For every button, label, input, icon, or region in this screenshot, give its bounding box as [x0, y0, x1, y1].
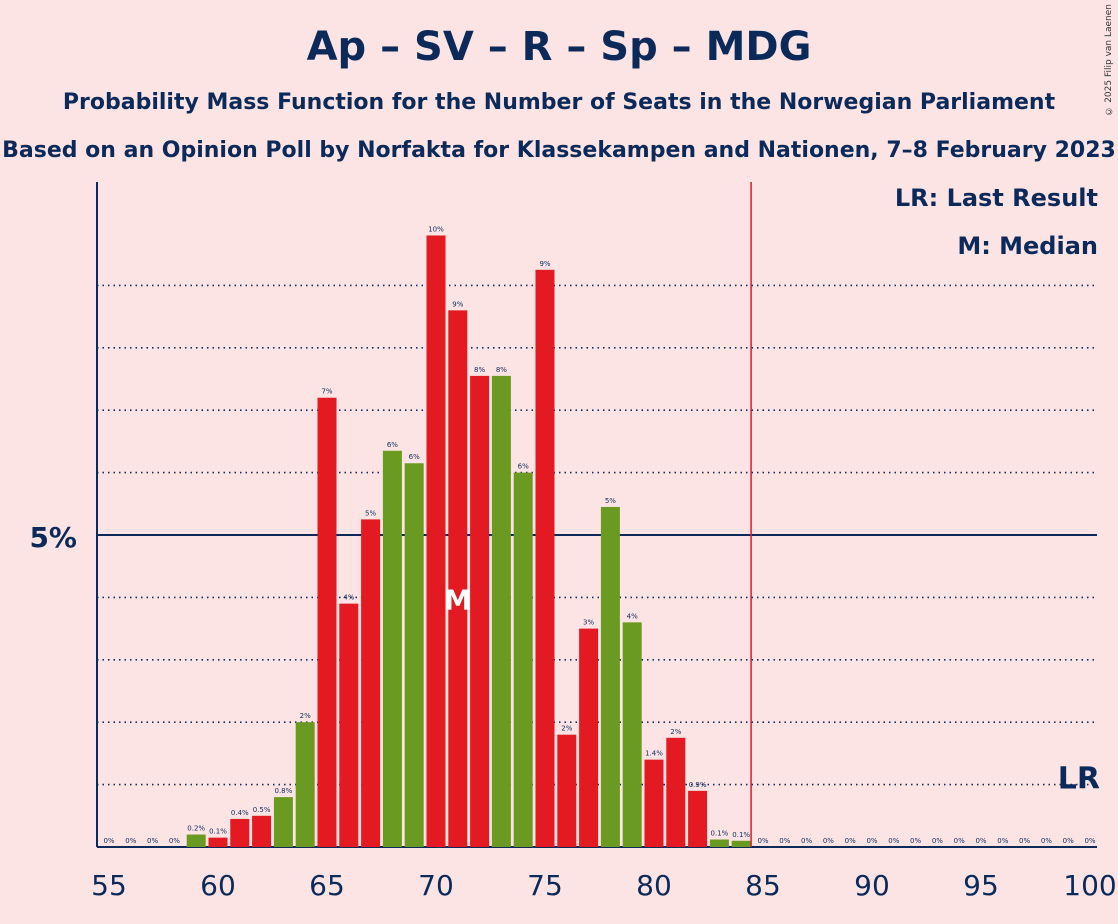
- value-label-56: 0%: [125, 837, 136, 845]
- bar-63: [273, 797, 293, 847]
- value-label-73: 8%: [496, 366, 507, 374]
- value-label-61: 0.4%: [231, 809, 249, 817]
- value-label-66: 4%: [343, 594, 354, 602]
- bar-73: [491, 375, 511, 847]
- bar-68: [382, 450, 402, 847]
- bar-61: [230, 818, 250, 847]
- chart-title: Ap – SV – R – Sp – MDG: [306, 24, 812, 70]
- bar-62: [252, 815, 272, 847]
- value-label-65: 7%: [321, 388, 332, 396]
- value-label-57: 0%: [147, 837, 158, 845]
- bar-81: [666, 737, 686, 847]
- legend-median: M: Median: [957, 232, 1098, 260]
- bar-79: [622, 622, 642, 847]
- value-label-77: 3%: [583, 619, 594, 627]
- x-tick-label-75: 75: [527, 869, 563, 902]
- value-label-100: 0%: [1084, 837, 1095, 845]
- value-label-91: 0%: [888, 837, 899, 845]
- bar-74: [513, 472, 533, 847]
- y-tick-label-5pct: 5%: [29, 521, 77, 554]
- value-label-69: 6%: [409, 453, 420, 461]
- value-label-78: 5%: [605, 497, 616, 505]
- last-result-marker: LR: [1058, 762, 1100, 797]
- value-label-83: 0.1%: [711, 830, 729, 838]
- value-label-86: 0%: [779, 837, 790, 845]
- x-tick-label-85: 85: [745, 869, 781, 902]
- chart-subtitle-poll: Based on an Opinion Poll by Norfakta for…: [2, 138, 1116, 163]
- x-tick-label-100: 100: [1063, 869, 1116, 902]
- value-label-80: 1.4%: [645, 750, 663, 758]
- bar-69: [404, 463, 424, 847]
- value-label-87: 0%: [801, 837, 812, 845]
- value-label-60: 0.1%: [209, 828, 227, 836]
- value-label-58: 0%: [169, 837, 180, 845]
- bar-77: [579, 628, 599, 847]
- chart-subtitle: Probability Mass Function for the Number…: [62, 90, 1056, 115]
- bar-72: [470, 375, 490, 847]
- value-label-67: 5%: [365, 509, 376, 517]
- x-tick-label-70: 70: [418, 869, 454, 902]
- bar-80: [644, 759, 664, 847]
- bar-64: [295, 722, 315, 847]
- value-label-55: 0%: [103, 837, 114, 845]
- bar-78: [600, 506, 620, 847]
- value-label-84: 0.1%: [732, 831, 750, 839]
- bar-84: [731, 840, 751, 847]
- value-label-98: 0%: [1041, 837, 1052, 845]
- value-label-62: 0.5%: [253, 806, 271, 814]
- bar-59: [186, 834, 206, 847]
- bar-65: [317, 397, 337, 847]
- bar-76: [557, 734, 577, 847]
- legend-last-result: LR: Last Result: [894, 184, 1098, 212]
- value-label-94: 0%: [954, 837, 965, 845]
- value-label-70: 10%: [428, 225, 444, 233]
- value-label-59: 0.2%: [187, 825, 205, 833]
- value-label-76: 2%: [561, 725, 572, 733]
- value-label-82: 0.9%: [689, 781, 707, 789]
- value-label-68: 6%: [387, 441, 398, 449]
- value-label-74: 6%: [518, 463, 529, 471]
- value-label-72: 8%: [474, 366, 485, 374]
- x-tick-label-55: 55: [91, 869, 127, 902]
- x-tick-label-65: 65: [309, 869, 345, 902]
- bar-71: [448, 310, 468, 847]
- value-label-99: 0%: [1063, 837, 1074, 845]
- value-label-92: 0%: [910, 837, 921, 845]
- bar-75: [535, 269, 555, 847]
- value-label-79: 4%: [627, 612, 638, 620]
- value-label-96: 0%: [997, 837, 1008, 845]
- value-label-95: 0%: [975, 837, 986, 845]
- value-label-88: 0%: [823, 837, 834, 845]
- value-label-81: 2%: [670, 728, 681, 736]
- bar-70: [426, 235, 446, 848]
- value-label-75: 9%: [539, 260, 550, 268]
- value-label-64: 2%: [300, 712, 311, 720]
- bar-83: [709, 839, 729, 847]
- value-label-93: 0%: [932, 837, 943, 845]
- value-label-89: 0%: [845, 837, 856, 845]
- x-tick-label-60: 60: [200, 869, 236, 902]
- x-tick-label-95: 95: [963, 869, 999, 902]
- value-label-71: 9%: [452, 300, 463, 308]
- bar-60: [208, 837, 228, 847]
- x-tick-label-90: 90: [854, 869, 890, 902]
- value-label-85: 0%: [757, 837, 768, 845]
- value-label-63: 0.8%: [275, 787, 293, 795]
- bar-67: [361, 519, 381, 847]
- value-label-90: 0%: [866, 837, 877, 845]
- median-marker: M: [444, 583, 472, 616]
- bar-82: [688, 790, 708, 847]
- x-tick-label-80: 80: [636, 869, 672, 902]
- bar-66: [339, 603, 359, 847]
- value-label-97: 0%: [1019, 837, 1030, 845]
